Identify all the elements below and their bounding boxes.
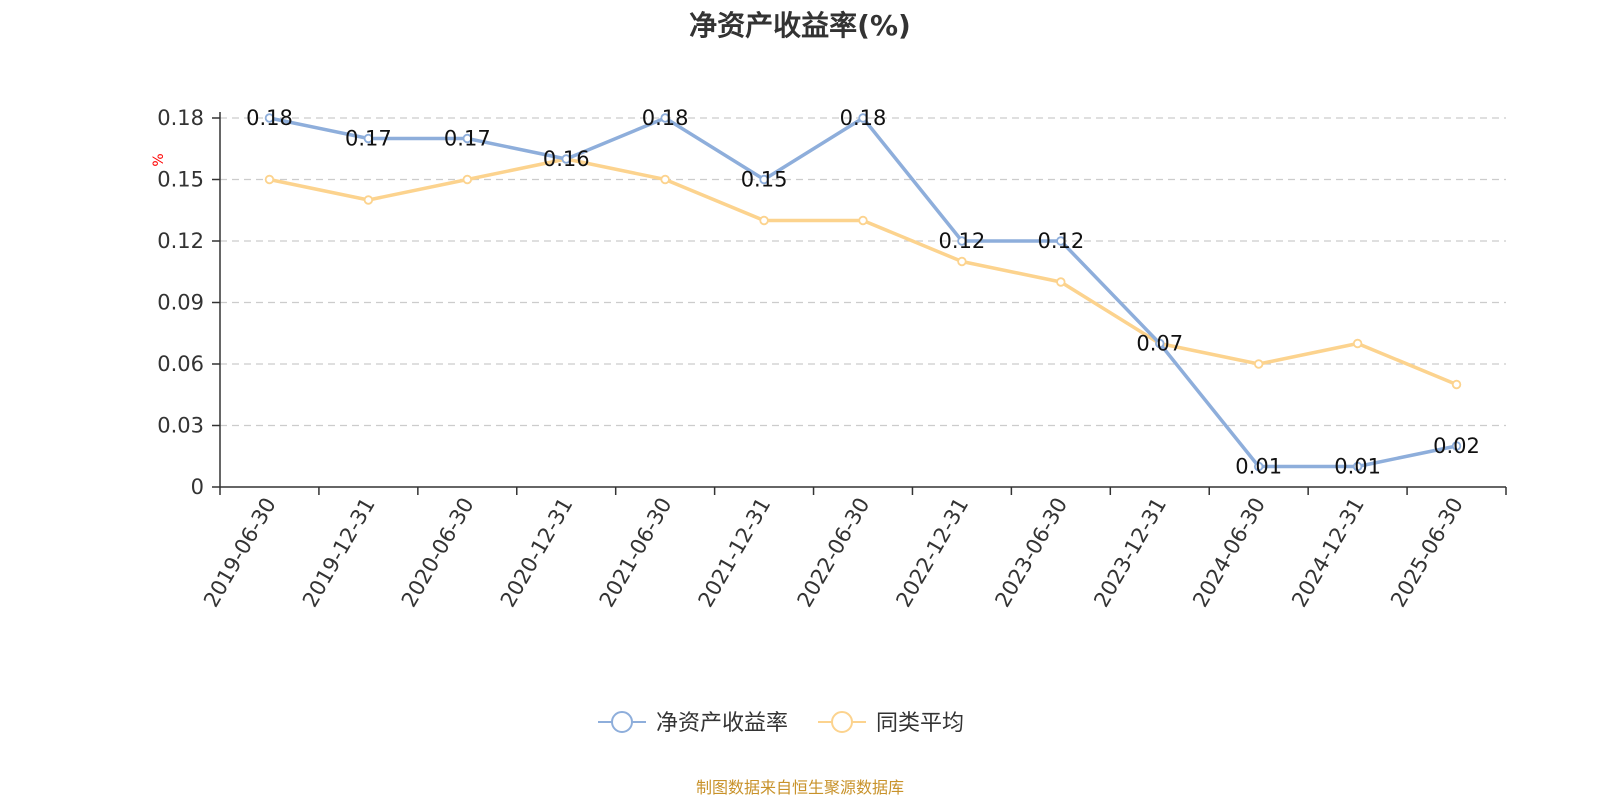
data-label: 0.18 bbox=[246, 106, 293, 130]
series-line-peer-average bbox=[269, 157, 1458, 387]
x-tick-label: 2025-06-30 bbox=[1386, 494, 1468, 612]
legend-label: 净资产收益率 bbox=[656, 711, 788, 736]
legend[interactable]: 净资产收益率 同类平均 bbox=[598, 711, 964, 736]
data-label: 0.02 bbox=[1433, 434, 1480, 458]
y-tick-label: 0 bbox=[191, 475, 204, 499]
x-tick-label: 2024-06-30 bbox=[1188, 494, 1270, 612]
data-point bbox=[1056, 236, 1066, 246]
y-axis-label: % bbox=[151, 153, 167, 166]
data-point bbox=[858, 113, 868, 123]
data-label: 0.15 bbox=[741, 168, 788, 192]
y-tick-label: 0.15 bbox=[157, 168, 204, 192]
chart-title: 净资产收益率(%) bbox=[689, 9, 911, 42]
data-point bbox=[1451, 441, 1462, 451]
data-label: 0.18 bbox=[840, 106, 887, 130]
data-point bbox=[660, 113, 670, 123]
x-tick-label: 2019-06-30 bbox=[199, 494, 281, 612]
y-tick-label: 0.06 bbox=[157, 352, 204, 376]
data-label: 0.16 bbox=[543, 147, 590, 171]
series-lines bbox=[264, 113, 1462, 472]
data-point bbox=[462, 133, 473, 144]
x-tick-label: 2020-06-30 bbox=[397, 494, 479, 612]
data-point bbox=[660, 174, 670, 185]
data-labels: 0.18 0.17 0.17 0.16 0.18 0.15 0.18 0.12 0.12 0.07… bbox=[246, 106, 1480, 479]
data-label: 0.12 bbox=[1037, 229, 1084, 253]
legend-item-peer-average[interactable]: 同类平均 bbox=[818, 711, 964, 736]
data-point bbox=[1155, 338, 1165, 349]
x-tick-label: 2021-06-30 bbox=[595, 494, 677, 612]
y-tick-label: 0.18 bbox=[157, 106, 204, 130]
x-tick-label: 2021-12-31 bbox=[694, 494, 776, 612]
data-point bbox=[759, 174, 769, 185]
data-label: 0.12 bbox=[939, 229, 986, 253]
data-point bbox=[858, 215, 868, 226]
x-tick-label: 2024-12-31 bbox=[1287, 494, 1369, 612]
grid-lines bbox=[220, 117, 1506, 427]
x-tick-label: 2022-12-31 bbox=[891, 494, 973, 612]
data-point bbox=[363, 133, 374, 144]
data-label: 0.07 bbox=[1136, 332, 1183, 356]
x-tick-label: 2023-12-31 bbox=[1089, 494, 1171, 612]
legend-item-roe[interactable]: 净资产收益率 bbox=[598, 711, 788, 736]
series-line-roe bbox=[269, 116, 1457, 469]
data-point bbox=[1253, 359, 1264, 369]
data-label: 0.17 bbox=[345, 127, 392, 151]
data-point bbox=[759, 215, 769, 226]
data-label: 0.01 bbox=[1235, 455, 1282, 479]
x-tick-label: 2019-12-31 bbox=[298, 494, 380, 612]
axes: 0 0.03 0.06 0.09 0.12 0.15 0.18% 2019-06-30 2019… bbox=[151, 106, 1507, 612]
data-label: 0.01 bbox=[1334, 455, 1381, 479]
data-point bbox=[264, 174, 275, 185]
data-point bbox=[462, 174, 473, 185]
legend-marker bbox=[831, 711, 853, 733]
source-note: 制图数据来自恒生聚源数据库 bbox=[695, 778, 904, 797]
y-tick-label: 0.12 bbox=[157, 229, 204, 253]
x-tick-label: 2022-06-30 bbox=[793, 494, 875, 612]
legend-marker bbox=[611, 711, 633, 733]
data-point bbox=[1352, 338, 1363, 349]
data-label: 0.18 bbox=[642, 106, 689, 130]
data-point bbox=[561, 154, 571, 164]
y-tick-label: 0.03 bbox=[157, 414, 204, 438]
data-point bbox=[957, 236, 967, 246]
data-point bbox=[1253, 461, 1264, 472]
data-point bbox=[1451, 379, 1462, 390]
data-point bbox=[363, 195, 374, 205]
data-point bbox=[264, 113, 275, 123]
legend-label: 同类平均 bbox=[876, 711, 964, 736]
data-point bbox=[1352, 461, 1363, 472]
x-tick-label: 2023-06-30 bbox=[990, 494, 1072, 612]
data-point bbox=[957, 256, 967, 267]
y-tick-label: 0.09 bbox=[157, 291, 204, 315]
x-tick-label: 2020-12-31 bbox=[496, 494, 578, 612]
data-label: 0.17 bbox=[444, 127, 491, 151]
data-point bbox=[1056, 277, 1066, 287]
